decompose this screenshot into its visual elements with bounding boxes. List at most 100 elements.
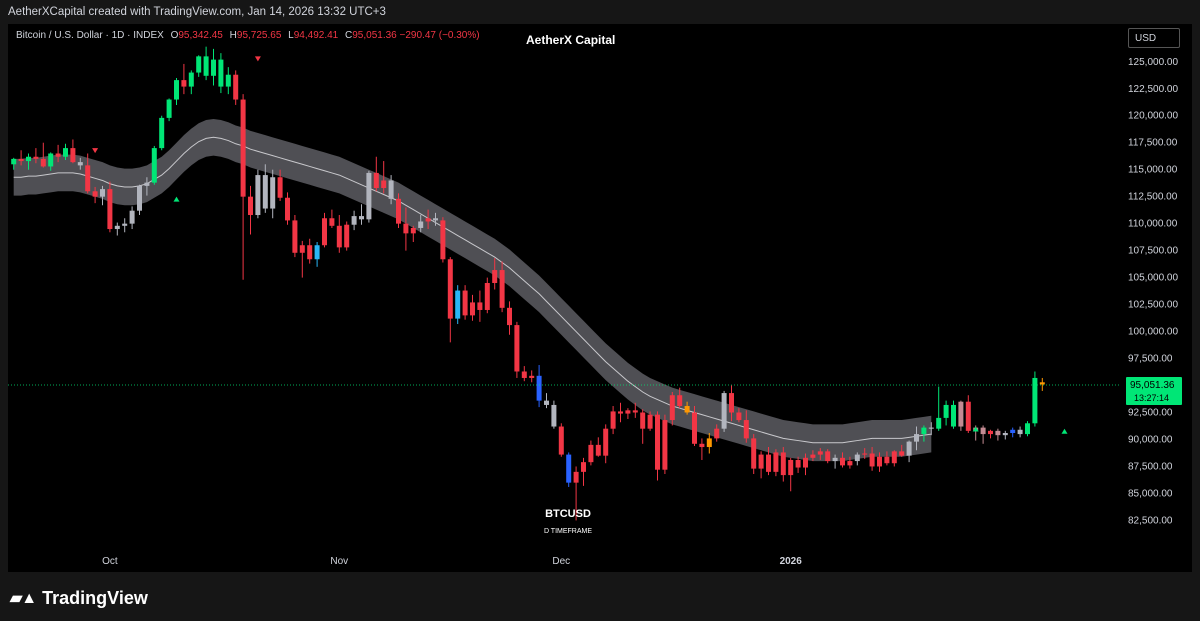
candle-body bbox=[366, 172, 372, 220]
chart-pane[interactable]: 127,500.00125,000.00122,500.00120,000.00… bbox=[8, 24, 1192, 572]
candle-body bbox=[914, 434, 919, 442]
tradingview-logo[interactable]: ▰▲ TradingView bbox=[10, 588, 148, 608]
y-tick-label: 125,000.00 bbox=[1128, 57, 1178, 68]
candle-body bbox=[26, 156, 31, 162]
candle-body bbox=[159, 117, 165, 149]
candle-body bbox=[1025, 423, 1030, 435]
y-tick-label: 117,500.00 bbox=[1128, 138, 1178, 149]
symbol-label: BTCUSD bbox=[545, 508, 591, 520]
candle-body bbox=[884, 456, 890, 464]
candle-body bbox=[492, 270, 498, 283]
candle-body bbox=[625, 410, 631, 414]
candle-body bbox=[951, 404, 956, 427]
candle-body bbox=[85, 165, 91, 192]
candle-body bbox=[736, 412, 742, 421]
candle-body bbox=[299, 245, 305, 253]
signal-marker bbox=[92, 148, 99, 154]
candle-body bbox=[203, 56, 209, 76]
candle-body bbox=[92, 191, 98, 197]
candle-body bbox=[233, 74, 239, 100]
candle-body bbox=[351, 216, 357, 225]
candle-body bbox=[410, 227, 416, 234]
candle-body bbox=[921, 427, 927, 435]
y-tick-label: 110,000.00 bbox=[1128, 219, 1178, 230]
candle-body bbox=[218, 59, 224, 87]
candle-body bbox=[174, 80, 179, 100]
candle-body bbox=[573, 471, 579, 483]
candle-body bbox=[906, 441, 912, 456]
candle-body bbox=[810, 454, 816, 458]
trend-band bbox=[13, 118, 932, 462]
current-price-badge bbox=[1126, 376, 1182, 405]
candle-body bbox=[795, 459, 801, 468]
y-tick-label: 82,500.00 bbox=[1128, 515, 1173, 526]
candle-body bbox=[529, 375, 535, 378]
y-tick-label: 92,500.00 bbox=[1128, 408, 1173, 419]
y-tick-label: 87,500.00 bbox=[1128, 461, 1173, 472]
candle-body bbox=[433, 218, 438, 221]
legend-high-label: H bbox=[229, 30, 237, 41]
candle-body bbox=[137, 185, 142, 211]
y-tick-label: 107,500.00 bbox=[1128, 246, 1178, 257]
candle-body bbox=[144, 182, 150, 186]
candle-body bbox=[314, 245, 320, 260]
candle-body bbox=[551, 404, 557, 427]
candle-body bbox=[292, 220, 298, 253]
legend-low-value: 94,492.41 bbox=[293, 30, 339, 41]
candle-body bbox=[114, 225, 120, 230]
candle-body bbox=[307, 245, 313, 260]
candle-body bbox=[847, 461, 853, 466]
candle-body bbox=[107, 189, 113, 230]
candle-body bbox=[322, 218, 327, 246]
candle-body bbox=[544, 400, 549, 405]
candle-body bbox=[514, 325, 520, 372]
candle-body bbox=[854, 454, 860, 462]
signal-marker bbox=[1061, 428, 1068, 434]
candle-body bbox=[359, 216, 364, 220]
candle-body bbox=[33, 156, 39, 159]
candle-body bbox=[40, 158, 46, 167]
candle-body bbox=[77, 162, 83, 166]
x-tick-label: Dec bbox=[552, 556, 570, 567]
currency-button[interactable]: USD bbox=[1128, 28, 1180, 48]
legend-low-label: L bbox=[288, 30, 294, 41]
legend-symbol: Bitcoin / U.S. Dollar · 1D · INDEX bbox=[16, 30, 164, 41]
candle-body bbox=[965, 401, 971, 431]
y-tick-label: 120,000.00 bbox=[1128, 111, 1178, 122]
y-tick-label: 105,000.00 bbox=[1128, 273, 1178, 284]
candle-body bbox=[958, 401, 964, 427]
candle-body bbox=[669, 395, 675, 421]
candle-body bbox=[788, 459, 794, 476]
price-chart[interactable]: 127,500.00125,000.00122,500.00120,000.00… bbox=[8, 24, 1192, 572]
candle-body bbox=[603, 428, 609, 456]
candle-body bbox=[677, 395, 683, 407]
candle-body bbox=[632, 410, 638, 413]
candle-body bbox=[899, 451, 905, 456]
candle-body bbox=[277, 177, 283, 198]
candle-body bbox=[1002, 433, 1008, 436]
candle-body bbox=[484, 283, 490, 310]
candle-body bbox=[211, 59, 216, 76]
candle-body bbox=[610, 411, 616, 429]
candle-body bbox=[536, 375, 542, 401]
candle-body bbox=[336, 225, 342, 248]
candle-body bbox=[1039, 382, 1045, 385]
legend-open-value: 95,342.45 bbox=[178, 30, 223, 41]
attribution-bar: AetherXCapital created with TradingView.… bbox=[0, 0, 1200, 24]
candle-body bbox=[877, 456, 882, 467]
candle-body bbox=[100, 189, 105, 197]
candle-body bbox=[462, 290, 468, 316]
candle-body bbox=[507, 307, 512, 326]
candle-body bbox=[803, 457, 808, 468]
candle-body bbox=[499, 270, 505, 308]
candle-body bbox=[285, 197, 290, 221]
candle-body bbox=[891, 451, 897, 464]
candle-body bbox=[758, 454, 764, 469]
legend-open-label: O bbox=[170, 30, 179, 41]
candle-body bbox=[692, 412, 697, 444]
candle-body bbox=[980, 427, 986, 435]
y-tick-label: 97,500.00 bbox=[1128, 354, 1173, 365]
candle-body bbox=[640, 412, 646, 429]
candle-body bbox=[440, 220, 446, 260]
legend-change: −290.47 (−0.30%) bbox=[399, 30, 480, 41]
